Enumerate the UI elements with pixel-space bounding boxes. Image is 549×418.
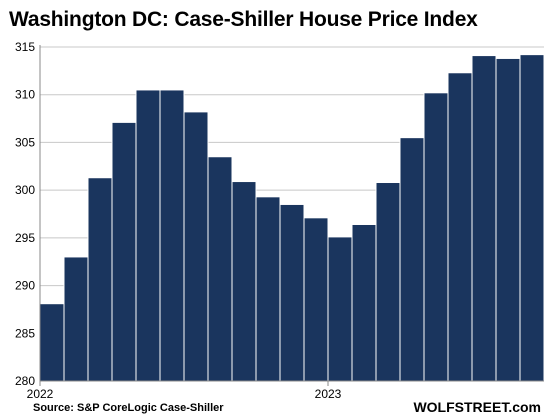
bar-12 <box>303 217 329 382</box>
y-tick-label-285: 285 <box>15 326 35 340</box>
bar-4 <box>111 121 137 382</box>
bar-19 <box>471 55 497 382</box>
bar-17 <box>423 92 449 382</box>
y-tick-label-300: 300 <box>15 183 35 197</box>
y-tick-label-305: 305 <box>15 135 35 149</box>
bar-9 <box>231 181 257 382</box>
bar-10 <box>255 196 281 382</box>
bar-20 <box>495 57 521 382</box>
source-note: Source: S&P CoreLogic Case-Shiller <box>33 402 224 414</box>
bar-13 <box>327 236 353 382</box>
y-tick-label-290: 290 <box>15 279 35 293</box>
y-tick-label-280: 280 <box>15 374 35 388</box>
bar-7 <box>183 111 209 382</box>
y-tick-label-295: 295 <box>15 231 35 245</box>
x-tick-label-2022: 2022 <box>27 387 54 401</box>
tick-labels: 280 285 290 295 300 305 310 315 2022 2023 <box>15 40 342 401</box>
bar-18 <box>447 72 473 382</box>
bar-2 <box>63 256 89 382</box>
y-tick-label-315: 315 <box>15 40 35 54</box>
bar-6 <box>159 89 185 382</box>
x-tick-label-2023: 2023 <box>315 387 342 401</box>
bar-16 <box>399 137 425 382</box>
bar-1 <box>39 303 65 382</box>
chart-title: Washington DC: Case-Shiller House Price … <box>9 8 478 31</box>
bar-3 <box>87 177 113 382</box>
bar-11 <box>279 203 305 382</box>
bar-8 <box>207 156 233 382</box>
axes <box>39 45 544 386</box>
bar-14 <box>351 223 377 382</box>
bar-21 <box>519 54 545 382</box>
y-tick-label-310: 310 <box>15 88 35 102</box>
bar-5 <box>135 89 161 382</box>
bars <box>39 54 545 382</box>
bar-15 <box>375 182 401 382</box>
wolfstreet-watermark: WOLFSTREET.com <box>413 399 541 415</box>
